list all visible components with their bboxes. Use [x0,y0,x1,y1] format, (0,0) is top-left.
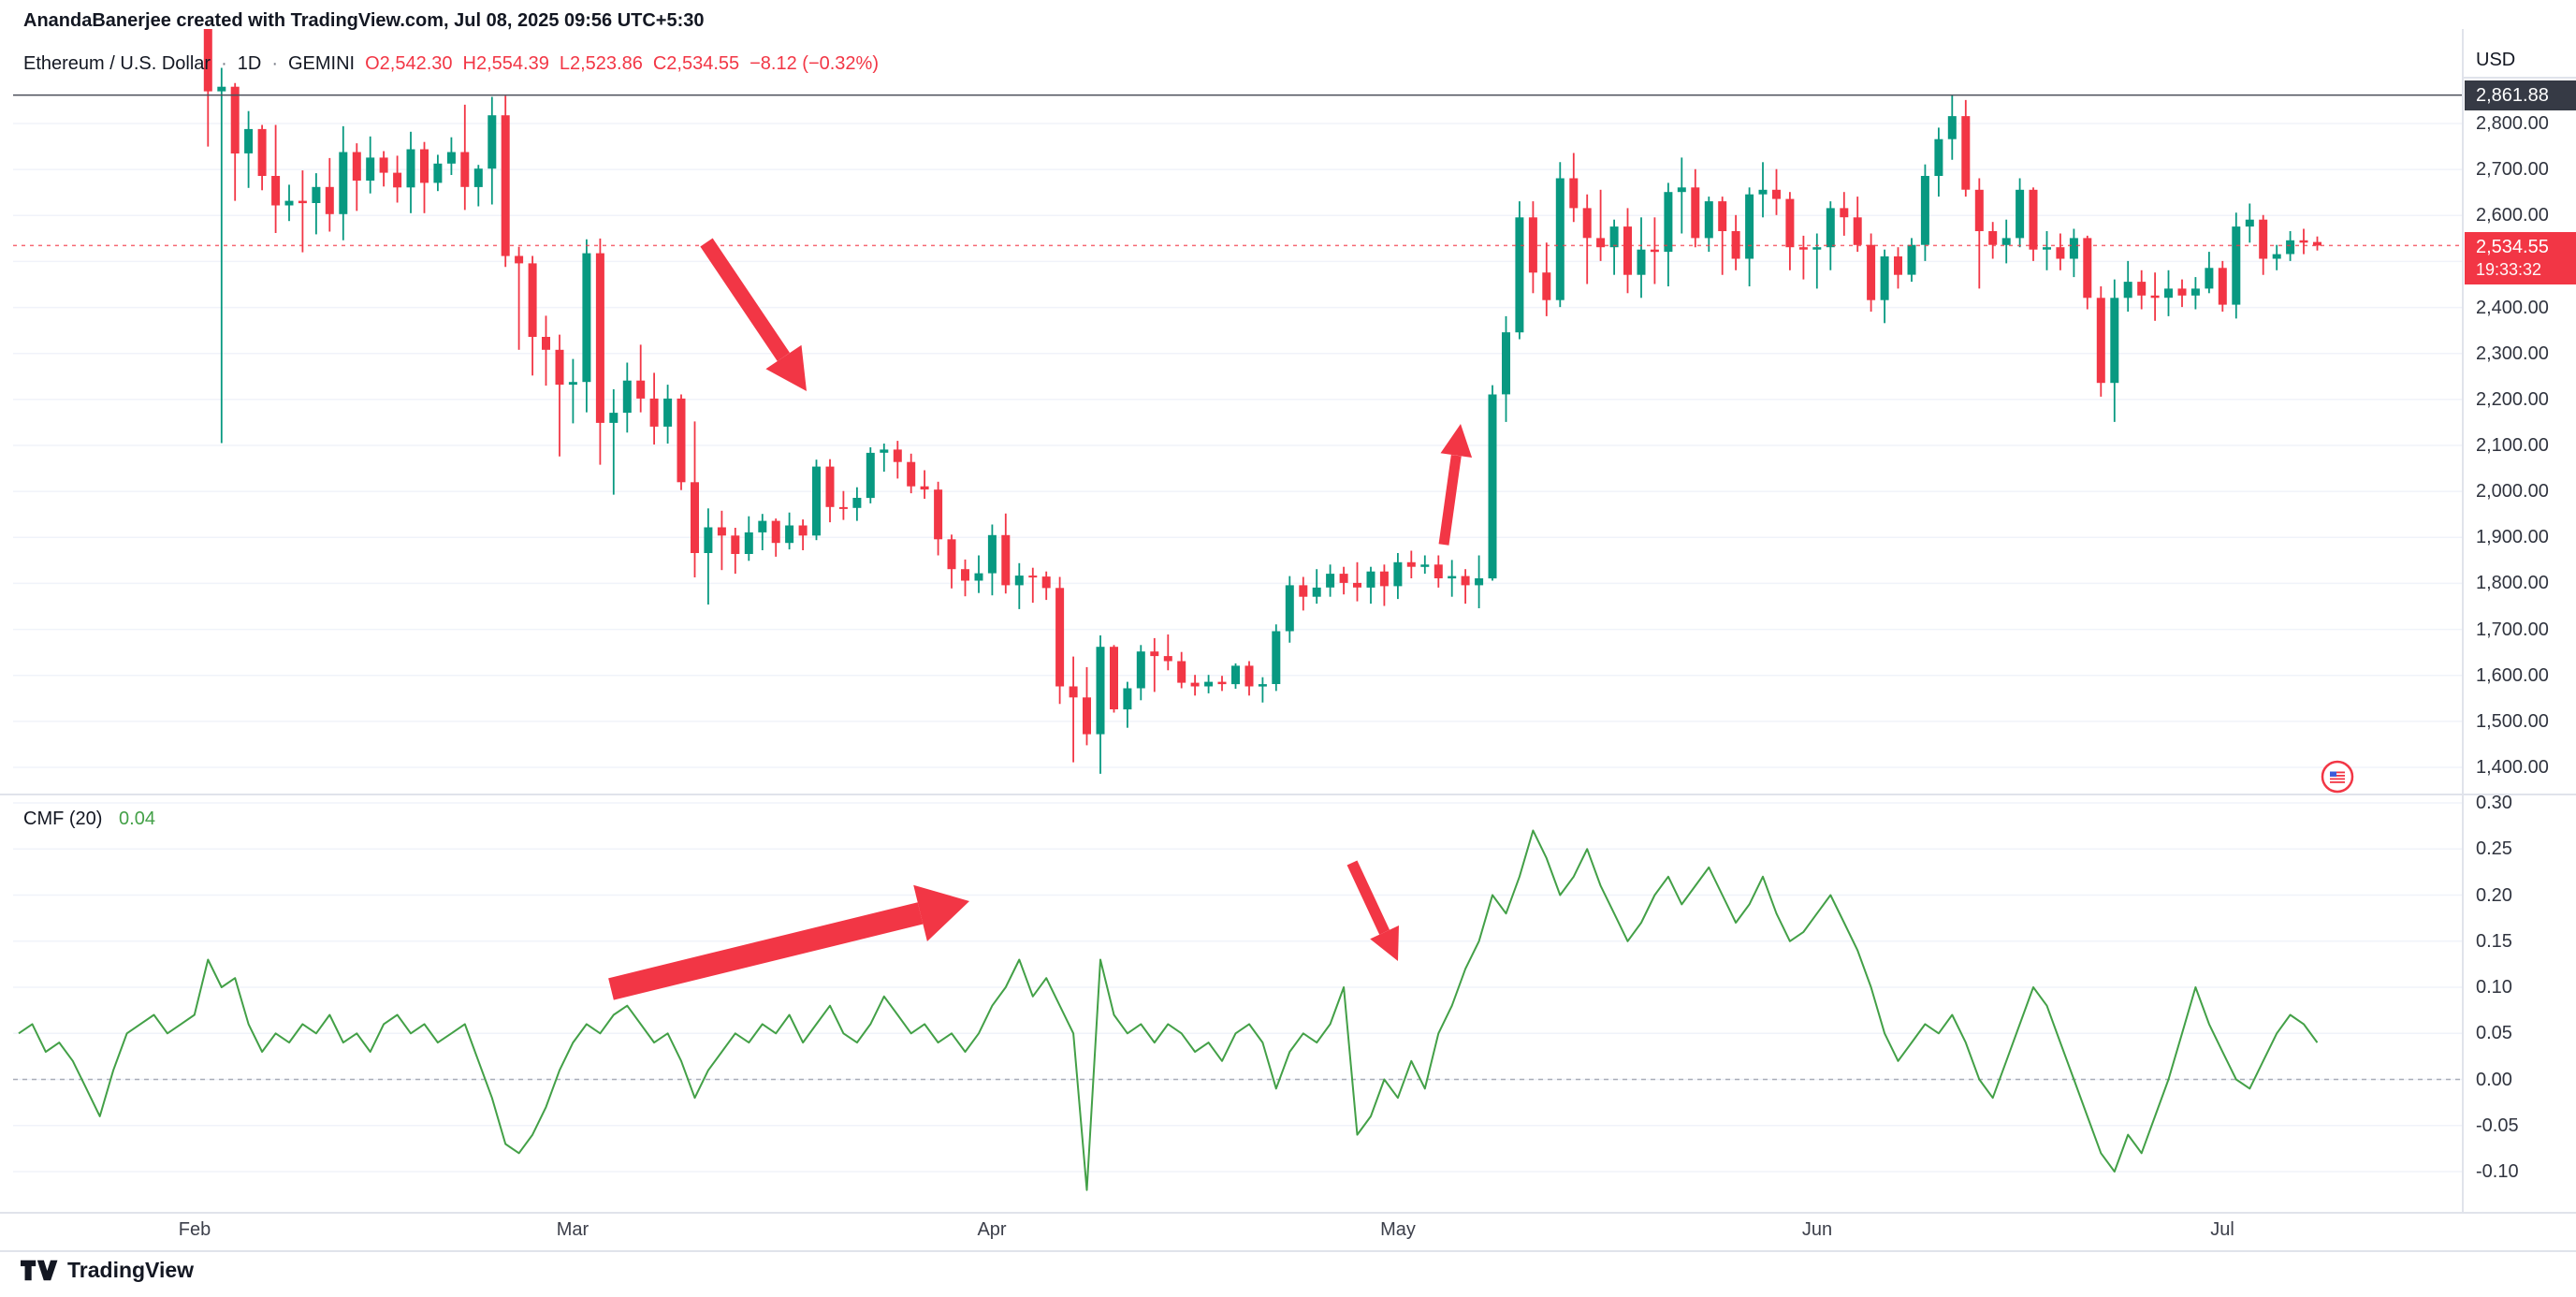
price-axis-label: 2,700.00 [2476,159,2549,180]
price-axis-label: 2,600.00 [2476,205,2549,226]
symbol-legend: Ethereum / U.S. Dollar · 1D · GEMINI O2,… [23,53,879,75]
last-price-badge: 2,534.55 19:33:32 [2465,232,2576,284]
month-label-feb: Feb [178,1219,211,1240]
cmf-legend: CMF (20) 0.04 [23,809,155,830]
cmf-axis-label: -0.05 [2476,1115,2519,1136]
last-price-value: 2,534.55 [2476,237,2549,257]
legend-separator: · [271,53,278,74]
price-axis-label: 2,300.00 [2476,343,2549,364]
price-axis-label: 2,100.00 [2476,435,2549,456]
cmf-axis-label: 0.30 [2476,793,2512,813]
candlestick-series [203,29,2321,774]
us-flag-icon[interactable] [2321,760,2354,794]
price-axis-label: 1,700.00 [2476,619,2549,640]
price-axis-label: 2,000.00 [2476,481,2549,502]
price-axis-label: 2,200.00 [2476,389,2549,410]
exchange-label: GEMINI [288,53,356,74]
cmf-axis-label: 0.25 [2476,838,2512,859]
bar-countdown: 19:33:32 [2476,260,2542,279]
symbol-title[interactable]: Ethereum / U.S. Dollar [23,53,211,74]
brand-name[interactable]: TradingView [67,1258,195,1282]
cmf-axis-label: -0.10 [2476,1161,2519,1182]
legend-separator: · [221,53,227,74]
month-label-apr: Apr [977,1219,1007,1240]
month-label-jun: Jun [1801,1219,1833,1240]
gridlines [13,123,2463,1173]
price-axis-label: 2,400.00 [2476,298,2549,318]
price-axis-label: 1,500.00 [2476,711,2549,732]
cmf-axis-label: 0.10 [2476,977,2512,998]
cmf-axis-label: 0.15 [2476,931,2512,952]
annotation-arrow-2[interactable] [1438,424,1473,546]
annotation-arrow-3[interactable] [608,884,969,1000]
cmf-axis-label: 0.00 [2476,1070,2512,1090]
pane-borders [0,29,2576,1252]
close-value: C2,534.55 [652,53,740,74]
price-axis-label: 1,600.00 [2476,665,2549,686]
high-value: H2,554.39 [462,53,549,74]
cmf-title[interactable]: CMF (20) [23,809,103,829]
annotation-arrow-1[interactable] [700,238,807,391]
month-label-mar: Mar [556,1219,589,1240]
cmf-axis-label: 0.20 [2476,885,2512,906]
tradingview-logo-icon[interactable] [21,1259,58,1282]
change-value: −8.12 (−0.32%) [750,53,879,74]
price-axis-label: 1,900.00 [2476,527,2549,547]
high-price-badge: 2,861.88 [2465,80,2576,110]
cmf-axis-label: 0.05 [2476,1023,2512,1043]
low-value: L2,523.86 [559,53,643,74]
cmf-value: 0.04 [119,809,155,829]
price-axis-label: 1,400.00 [2476,757,2549,778]
price-axis-currency: USD [2476,50,2516,70]
month-label-may: May [1380,1219,1416,1240]
open-value: O2,542.30 [365,53,453,74]
price-axis-label: 2,800.00 [2476,113,2549,134]
month-label-jul: Jul [2210,1219,2234,1240]
interval-label: 1D [237,53,262,74]
price-axis-label: 1,800.00 [2476,573,2549,593]
footer: TradingView [21,1258,194,1283]
cmf-line [18,829,2319,1191]
annotation-arrow-4[interactable] [1346,860,1399,961]
attribution-text: AnandaBanerjee created with TradingView.… [23,10,705,31]
